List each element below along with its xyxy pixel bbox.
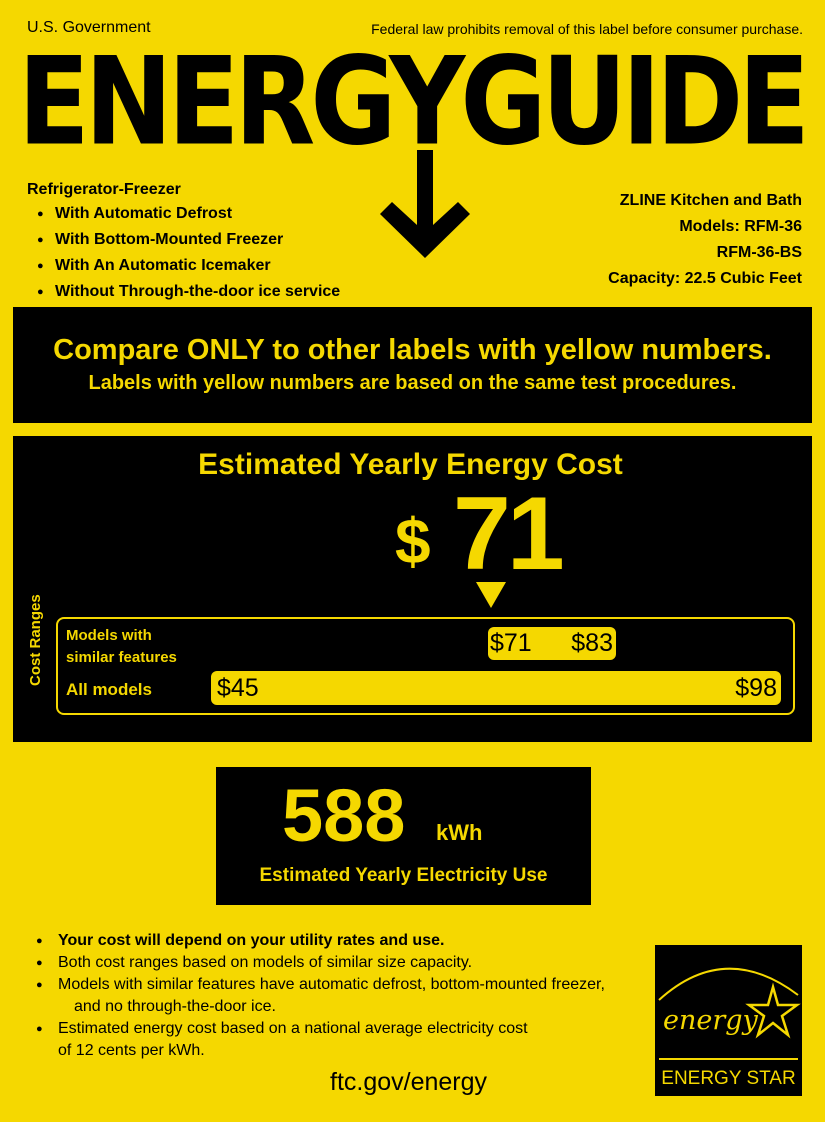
manufacturer-name: ZLINE Kitchen and Bath <box>619 192 802 209</box>
cost-marker-icon <box>476 582 506 608</box>
kwh-value: 588 <box>282 774 406 857</box>
note-item-continued: of 12 cents per kWh. <box>58 1042 205 1059</box>
cost-box: Estimated Yearly Energy Cost $ 71 Cost R… <box>13 436 812 742</box>
note-item-continued: and no through-the-door ice. <box>74 998 276 1015</box>
energyguide-title: ENERGYGUIDE <box>18 31 810 174</box>
energy-script: energy <box>663 1005 759 1036</box>
similar-label-line1: Models with <box>66 627 152 644</box>
note-item: Both cost ranges based on models of simi… <box>30 952 472 974</box>
model-number: Models: RFM-36 <box>679 218 802 235</box>
federal-notice: Federal law prohibits removal of this la… <box>371 21 803 37</box>
compare-subline: Labels with yellow numbers are based on … <box>88 372 737 394</box>
all-range-bar: $45 $98 <box>211 671 781 705</box>
cost-range-frame: Models with similar features $71 $83 All… <box>56 617 795 715</box>
energy-star-text: ENERGY STAR <box>661 1068 796 1089</box>
similar-range-bar: $71 $83 <box>488 627 616 660</box>
all-high: $98 <box>735 674 777 702</box>
feature-item: Without Through-the-door ice service <box>27 279 340 305</box>
similar-low: $71 <box>490 629 532 657</box>
compare-box: Compare ONLY to other labels with yellow… <box>13 307 812 423</box>
note-item: Models with similar features have automa… <box>30 974 605 996</box>
product-type: Refrigerator-Freezer <box>27 181 181 198</box>
energy-star-icon: energy <box>658 967 801 1039</box>
cost-title: Estimated Yearly Energy Cost <box>198 448 623 481</box>
feature-item: With Bottom-Mounted Freezer <box>27 227 283 253</box>
notes-list: Your cost will depend on your utility ra… <box>30 930 605 1062</box>
capacity: Capacity: 22.5 Cubic Feet <box>608 270 802 287</box>
feature-item: With Automatic Defrost <box>27 201 232 227</box>
note-item: Your cost will depend on your utility ra… <box>30 930 444 952</box>
energy-star-logo: energy ENERGY STAR <box>655 945 802 1096</box>
model-number-2: RFM-36-BS <box>716 244 802 261</box>
ftc-link[interactable]: ftc.gov/energy <box>330 1068 488 1096</box>
feature-item: With An Automatic Icemaker <box>27 253 271 279</box>
cost-value: 71 <box>453 476 565 592</box>
compare-headline: Compare ONLY to other labels with yellow… <box>53 334 772 366</box>
similar-high: $83 <box>571 629 613 657</box>
manufacturer-info: ZLINE Kitchen and Bath Models: RFM-36 RF… <box>608 188 802 292</box>
note-item: Estimated energy cost based on a nationa… <box>30 1018 528 1040</box>
kwh-unit: kWh <box>436 820 483 845</box>
cost-dollar-sign: $ <box>395 505 431 577</box>
electricity-box: 588 kWh Estimated Yearly Electricity Use <box>216 767 591 905</box>
feature-list: With Automatic Defrost With Bottom-Mount… <box>27 201 340 305</box>
cost-ranges-label: Cost Ranges <box>27 594 44 686</box>
similar-models-label: Models with similar features <box>66 625 177 669</box>
gov-label: U.S. Government <box>27 19 151 36</box>
all-models-label: All models <box>66 680 152 699</box>
down-arrow-icon <box>380 150 470 258</box>
similar-label-line2: similar features <box>66 649 177 666</box>
all-low: $45 <box>217 674 259 702</box>
kwh-label: Estimated Yearly Electricity Use <box>259 865 548 886</box>
